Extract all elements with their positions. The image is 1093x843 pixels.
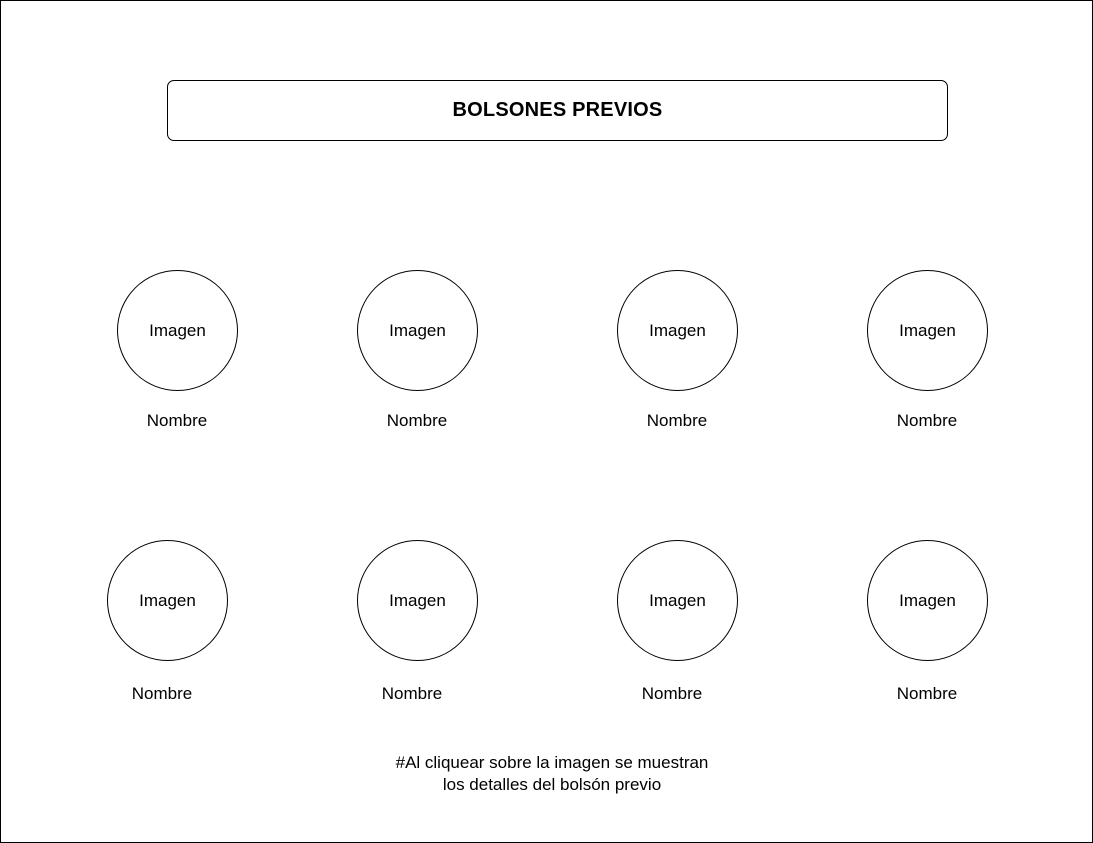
bolson-image-5[interactable]: Imagen (107, 540, 228, 661)
bolson-name-4: Nombre (896, 411, 958, 430)
bolson-image-3[interactable]: Imagen (617, 270, 738, 391)
bolson-name-3: Nombre (646, 411, 708, 430)
bolson-image-8[interactable]: Imagen (867, 540, 988, 661)
image-placeholder-label: Imagen (649, 590, 706, 610)
bolson-image-1[interactable]: Imagen (117, 270, 238, 391)
image-placeholder-label: Imagen (389, 590, 446, 610)
page-title-box: BOLSONES PREVIOS (167, 80, 948, 141)
bolson-name-5: Nombre (131, 684, 193, 703)
image-placeholder-label: Imagen (649, 320, 706, 340)
note-line-1: #Al cliquear sobre la imagen se muestran (395, 753, 709, 772)
bolson-name-8: Nombre (896, 684, 958, 703)
bolson-image-6[interactable]: Imagen (357, 540, 478, 661)
image-placeholder-label: Imagen (389, 320, 446, 340)
image-placeholder-label: Imagen (899, 320, 956, 340)
bolson-image-7[interactable]: Imagen (617, 540, 738, 661)
interaction-note: #Al cliquear sobre la imagen se muestran… (352, 752, 752, 796)
bolson-name-1: Nombre (146, 411, 208, 430)
bolson-name-6: Nombre (381, 684, 443, 703)
bolson-image-2[interactable]: Imagen (357, 270, 478, 391)
image-placeholder-label: Imagen (899, 590, 956, 610)
bolson-image-4[interactable]: Imagen (867, 270, 988, 391)
image-placeholder-label: Imagen (149, 320, 206, 340)
note-line-2: los detalles del bolsón previo (442, 775, 662, 794)
image-placeholder-label: Imagen (139, 590, 196, 610)
bolson-name-7: Nombre (641, 684, 703, 703)
page-title: BOLSONES PREVIOS (452, 99, 663, 121)
bolson-name-2: Nombre (386, 411, 448, 430)
